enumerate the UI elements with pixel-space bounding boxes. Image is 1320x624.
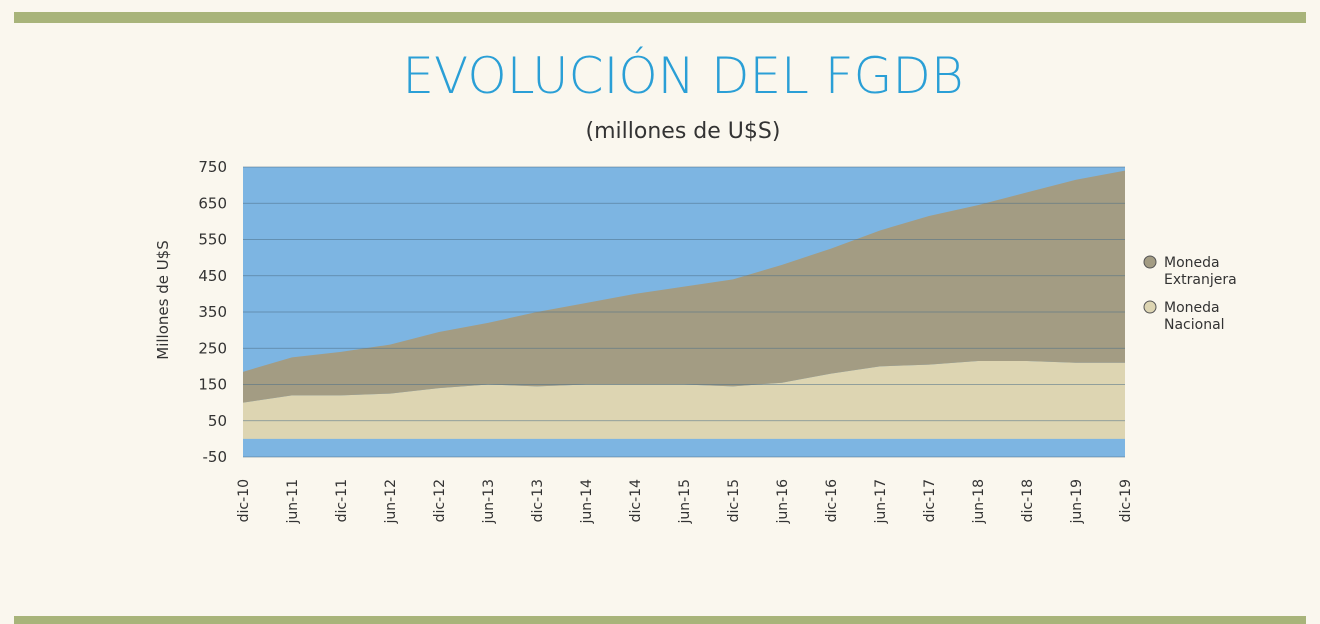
y-axis-label: Millones de U$S [154,240,172,360]
x-tick-label: jun-14 [579,479,595,525]
x-tick-label: jun-12 [383,479,399,525]
y-tick-label: -50 [203,448,228,466]
x-tick-label: jun-19 [1069,479,1085,525]
x-tick-label: dic-11 [334,479,350,522]
x-tick-label: jun-18 [971,479,987,525]
y-tick-label: 250 [198,339,227,357]
chart-subtitle: (millones de U$S) [586,119,781,144]
x-tick-label: jun-16 [775,479,791,525]
x-tick-label: dic-15 [726,479,742,522]
legend-marker [1144,256,1156,268]
y-tick-label: 350 [198,303,227,321]
chart: EVOLUCIÓN DEL FGDB (millones de U$S) Mil… [0,0,1320,624]
x-tick-label: dic-18 [1020,479,1036,522]
y-tick-label: 550 [198,231,227,249]
x-tick-label: dic-14 [628,479,644,522]
x-tick-label: dic-19 [1118,479,1134,522]
y-tick-label: 750 [198,158,227,176]
x-tick-label: dic-16 [824,479,840,522]
y-tick-label: 150 [198,376,227,394]
x-tick-label: jun-13 [481,479,497,525]
y-tick-label: 650 [198,194,227,212]
top-band [14,12,1306,23]
y-tick-label: 50 [208,412,227,430]
bottom-band [14,616,1306,624]
x-tick-label: dic-17 [922,479,938,522]
chart-title: EVOLUCIÓN DEL FGDB [402,46,963,105]
x-tick-label: dic-13 [530,479,546,522]
x-tick-label: jun-15 [677,479,693,525]
x-tick-label: jun-17 [873,479,889,525]
x-tick-label: dic-10 [236,479,252,522]
legend-marker [1144,301,1156,313]
y-tick-label: 450 [198,267,227,285]
x-tick-label: dic-12 [432,479,448,522]
x-tick-label: jun-11 [285,479,301,525]
